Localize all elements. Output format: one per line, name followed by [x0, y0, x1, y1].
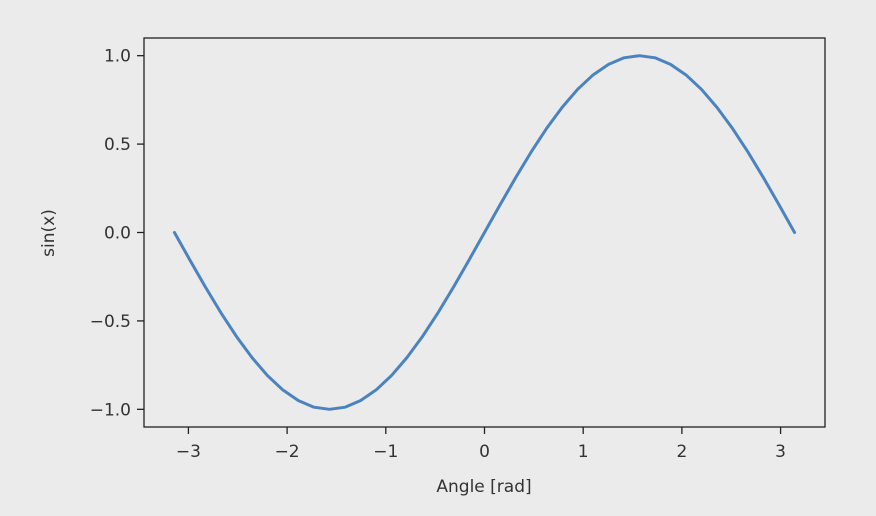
x-tick-label-4: 1 [578, 442, 589, 462]
y-tick-label-1: −0.5 [90, 312, 131, 332]
plot-area [143, 37, 826, 428]
y-axis-label: sin(x) [39, 209, 59, 257]
x-tick-label-6: 3 [775, 442, 786, 462]
y-axis: −1.0 −0.5 0.0 0.5 1.0 [90, 47, 144, 420]
y-tick-label-3: 0.5 [104, 135, 131, 155]
x-tick-label-1: −2 [275, 442, 300, 462]
x-tick-label-5: 2 [676, 442, 687, 462]
x-axis-label: Angle [rad] [436, 477, 531, 497]
x-axis: −3 −2 −1 0 1 2 3 [176, 427, 786, 462]
x-tick-label-3: 0 [479, 442, 490, 462]
y-tick-label-0: −1.0 [90, 400, 131, 420]
x-tick-label-2: −1 [373, 442, 398, 462]
y-tick-label-4: 1.0 [104, 47, 131, 67]
x-tick-label-0: −3 [176, 442, 201, 462]
y-tick-label-2: 0.0 [104, 224, 131, 244]
series-line-0 [172, 54, 797, 411]
